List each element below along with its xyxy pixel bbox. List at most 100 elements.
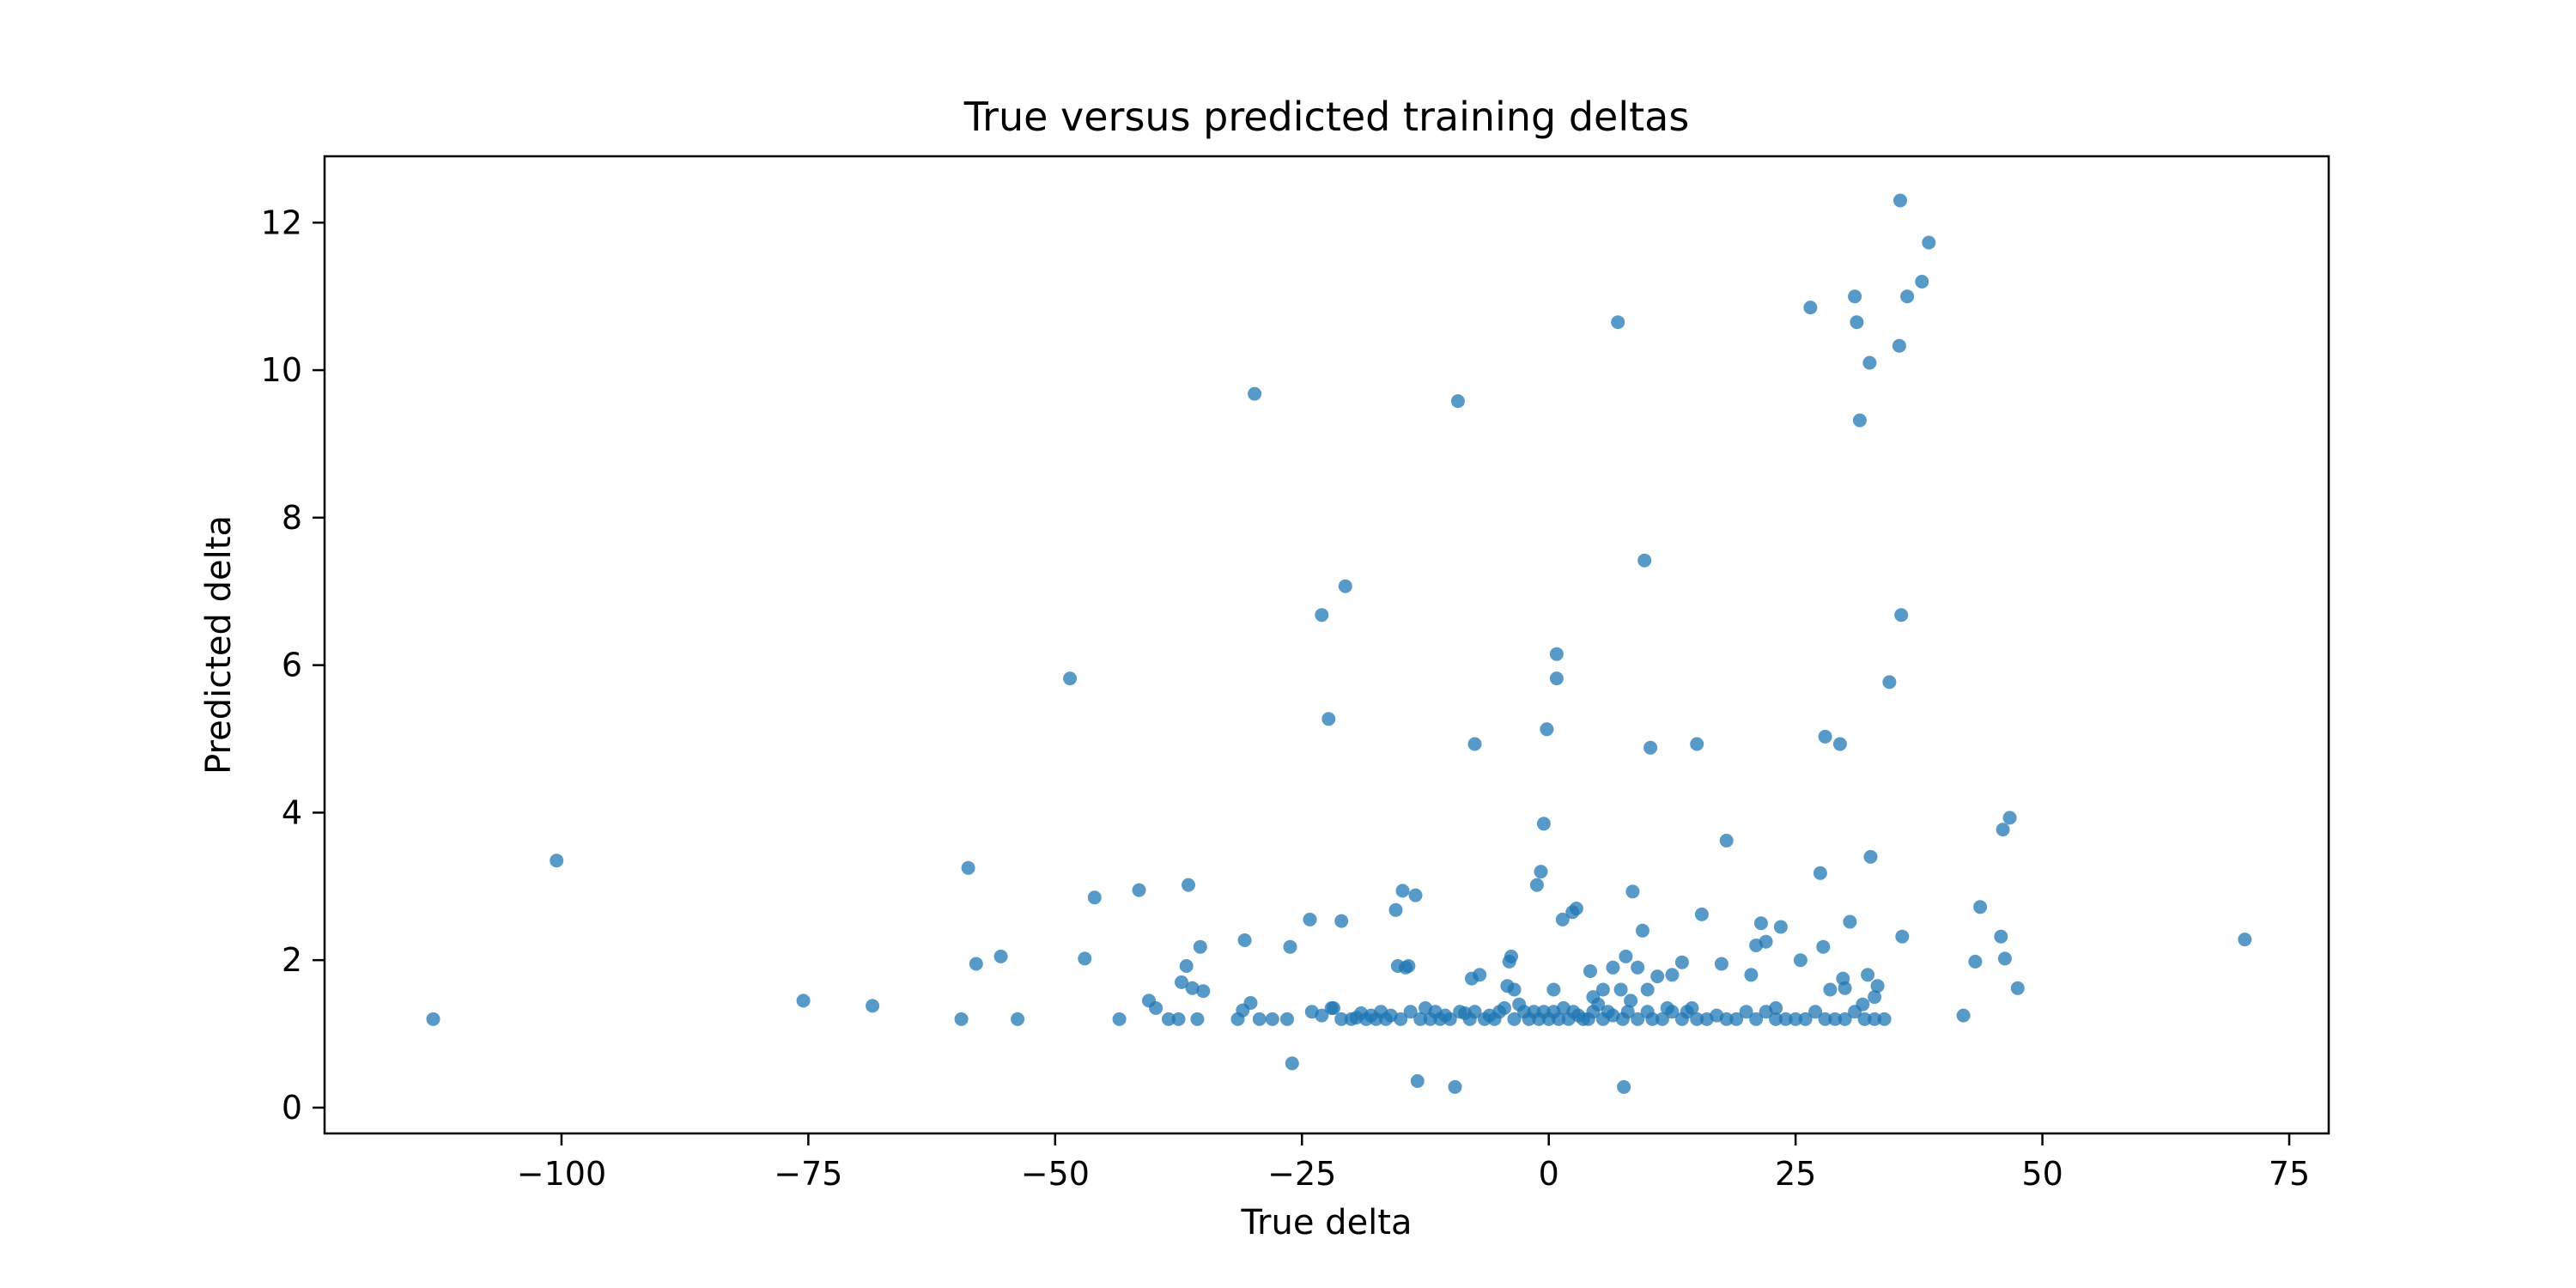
data-point — [2002, 811, 2017, 825]
data-point — [1850, 315, 1864, 330]
data-point — [1631, 960, 1645, 975]
data-point — [1631, 1012, 1645, 1026]
data-point — [1996, 823, 2010, 837]
data-point — [1843, 914, 1857, 929]
data-point — [1334, 1012, 1349, 1026]
y-tick-label: 4 — [282, 793, 302, 831]
data-point — [1467, 1005, 1482, 1019]
data-point — [1401, 959, 1416, 973]
data-point — [1635, 923, 1649, 938]
data-point — [1838, 1012, 1852, 1026]
data-point — [1248, 386, 1262, 401]
data-point — [1507, 982, 1522, 997]
data-point — [993, 949, 1008, 963]
data-point — [1690, 1012, 1704, 1026]
data-point — [1753, 916, 1768, 931]
y-tick-label: 2 — [282, 941, 302, 979]
data-point — [1645, 1012, 1660, 1026]
data-point — [1803, 301, 1818, 315]
data-point — [1625, 884, 1640, 899]
data-point — [1182, 878, 1195, 892]
data-point — [1877, 1012, 1892, 1026]
data-point — [1595, 982, 1610, 997]
data-point — [1778, 1012, 1793, 1026]
data-point — [1338, 579, 1352, 593]
data-point — [1848, 289, 1862, 304]
data-point — [1265, 1012, 1279, 1026]
data-point — [1915, 275, 1929, 289]
data-point — [1185, 981, 1200, 995]
data-point — [1665, 968, 1680, 982]
data-point — [1973, 900, 1988, 914]
data-point — [1403, 1005, 1418, 1019]
data-point — [954, 1012, 969, 1026]
data-point — [1487, 1012, 1502, 1026]
data-points — [426, 193, 2252, 1094]
data-point — [1413, 1012, 1428, 1026]
data-point — [1583, 964, 1597, 978]
data-point — [1922, 235, 1936, 250]
data-point — [1569, 902, 1583, 915]
data-point — [1162, 1012, 1176, 1026]
data-point — [1453, 1005, 1467, 1019]
data-point — [1280, 1012, 1294, 1026]
data-point — [1655, 1012, 1669, 1026]
data-point — [1448, 1079, 1462, 1094]
data-point — [1895, 929, 1910, 944]
data-point — [1862, 355, 1877, 370]
y-tick-label: 6 — [282, 647, 302, 684]
data-point — [1813, 866, 1827, 880]
data-point — [1892, 338, 1906, 353]
data-point — [1861, 968, 1875, 982]
data-point — [1893, 193, 1907, 208]
data-point — [1749, 1012, 1764, 1026]
data-point — [1078, 951, 1092, 966]
data-point — [866, 999, 880, 1013]
data-point — [1112, 1012, 1127, 1026]
data-point — [1818, 729, 1832, 744]
data-point — [1552, 1012, 1566, 1026]
x-tick-label: −100 — [517, 1155, 606, 1193]
data-point — [1857, 1012, 1872, 1026]
data-point — [1303, 912, 1317, 927]
data-point — [1714, 957, 1728, 971]
data-point — [1410, 1074, 1425, 1088]
data-point — [1504, 949, 1518, 963]
data-point — [1540, 722, 1554, 737]
data-point — [1149, 1001, 1163, 1015]
data-point — [1994, 929, 2008, 944]
data-point — [1179, 959, 1194, 973]
data-point — [1759, 1005, 1773, 1019]
data-point — [1193, 939, 1207, 954]
data-point — [1450, 394, 1465, 409]
data-point — [1467, 737, 1482, 751]
data-point — [1997, 951, 2012, 966]
data-point — [1395, 884, 1410, 898]
data-point — [1868, 990, 1882, 1005]
data-point — [1729, 1012, 1744, 1026]
data-point — [1798, 1012, 1813, 1026]
data-point — [1243, 996, 1258, 1010]
data-point — [1394, 1012, 1408, 1026]
data-point — [1171, 1012, 1186, 1026]
data-point — [1900, 289, 1915, 304]
data-point — [1640, 982, 1655, 997]
data-point — [1680, 1005, 1694, 1019]
data-point — [1359, 1012, 1373, 1026]
data-point — [1252, 1012, 1267, 1026]
data-point — [1665, 1005, 1680, 1019]
data-point — [1443, 1012, 1457, 1026]
x-axis-label: True delta — [1241, 1203, 1413, 1242]
data-point — [1011, 1012, 1025, 1026]
data-point — [1624, 993, 1638, 1008]
data-point — [1237, 933, 1252, 947]
data-point — [1190, 1012, 1205, 1026]
chart-title: True versus predicted training deltas — [963, 94, 1690, 140]
data-point — [1334, 914, 1349, 928]
data-point — [1808, 1005, 1823, 1019]
data-point — [1606, 960, 1620, 975]
data-point — [426, 1012, 440, 1026]
data-point — [1863, 849, 1878, 864]
data-point — [1968, 954, 1983, 969]
